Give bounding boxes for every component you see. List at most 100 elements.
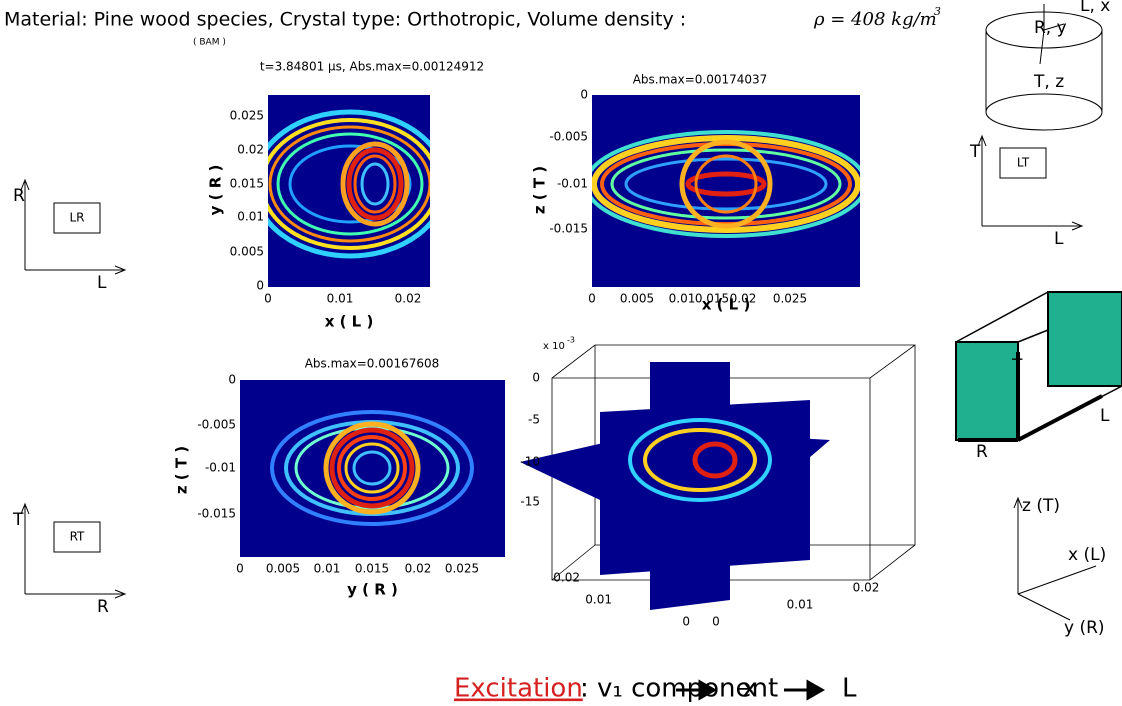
x-tick-label: 0.02 (395, 292, 422, 306)
y-tick-label: -0.015 (197, 507, 236, 521)
y-tick-label: -0.01 (205, 461, 236, 475)
wave-front (268, 125, 430, 243)
wave-front (270, 410, 474, 526)
x-tick-label: 0.015 (695, 292, 729, 306)
y-tick-label: 0.02 (553, 571, 580, 585)
wave-front (268, 109, 430, 259)
x-tick-label: 0.02 (730, 292, 757, 306)
wave-front (337, 435, 407, 501)
x-tick-label: 0.02 (853, 581, 880, 595)
header-source: ( BAM ) (193, 38, 226, 48)
y-tick-label: -0.01 (557, 177, 588, 191)
block-arrows (958, 352, 1103, 442)
x-tick-label: 0.005 (620, 292, 654, 306)
z-tick-label: -5 (528, 413, 540, 427)
panel-title: Abs.max=0.00174037 (633, 73, 768, 87)
wave-front (694, 154, 758, 214)
axis-vertical: T (969, 142, 981, 162)
plot-3d: x 10-3 0 -5 -10 -15 0.02 0.01 0 0 0.01 0.02 (520, 336, 916, 629)
label-box (999, 147, 1047, 179)
wave-field (592, 130, 860, 238)
wave-front (360, 162, 390, 206)
z-tick-label: -10 (520, 455, 540, 469)
y-tick-label: 0 (580, 88, 588, 102)
wave-front (268, 118, 430, 250)
cylinder-label: T, z (1033, 72, 1064, 92)
wave-front (276, 132, 424, 236)
block-label: L (1100, 406, 1110, 426)
wave-front (352, 450, 392, 486)
footer-excitation: Excitation (454, 674, 583, 704)
block-face (955, 341, 1019, 441)
axis-label: x (L) (1068, 545, 1106, 565)
arrow (676, 679, 718, 701)
wave-front (329, 427, 415, 509)
x-tick-label: 0.025 (773, 292, 807, 306)
x-axis-label: y ( R ) (347, 581, 398, 599)
axis-horizontal: R (97, 597, 109, 617)
wave-front (592, 130, 860, 238)
wave-field (270, 410, 474, 526)
wave-front (346, 147, 404, 221)
axis-label: z (T) (1022, 496, 1060, 516)
axis-horizontal: L (1054, 229, 1064, 249)
scale-label: x 10 (543, 341, 565, 352)
arrow (784, 679, 826, 701)
header-density-exp: 3 (934, 5, 941, 18)
footer-l: L (842, 674, 857, 704)
cylinder-arrow (1039, 4, 1065, 65)
y-tick-label: 0 (682, 615, 690, 629)
axis-vertical: R (13, 186, 25, 206)
y-tick-label: -0.015 (549, 222, 588, 236)
axes-3d (1013, 496, 1097, 621)
z-tick-label: 0 (532, 371, 540, 385)
axis-label: y (R) (1064, 618, 1105, 638)
panel-title: Abs.max=0.00167608 (305, 357, 440, 371)
cylinder-label: L, x (1080, 0, 1110, 16)
axis-vertical: T (12, 510, 24, 530)
wave-front (353, 154, 397, 214)
box-label: RT (70, 530, 85, 544)
axis-arrows (20, 178, 127, 275)
cylinder-label: R, y (1034, 18, 1067, 38)
y-tick-label: 0 (228, 373, 236, 387)
header-density: ρ = 408 kg/m (813, 9, 937, 30)
header-material: Material: Pine wood species, Crystal typ… (4, 9, 686, 31)
wave-field (268, 109, 430, 259)
block-label: T (1011, 356, 1023, 376)
axis-horizontal: L (97, 273, 107, 293)
y-tick-label: -0.005 (549, 130, 588, 144)
axis-arrows (20, 502, 127, 599)
y-axis-label: z ( T ) (531, 166, 549, 214)
scale-exponent: -3 (567, 336, 575, 345)
x-tick-label: 0.015 (355, 562, 389, 576)
wave-front (592, 135, 860, 233)
panel-title: t=3.84801 μs, Abs.max=0.00124912 (260, 60, 484, 74)
x-tick-label: 0.005 (266, 562, 300, 576)
x-tick-label: 0.025 (445, 562, 479, 576)
axis-arrows (977, 134, 1084, 231)
y-tick-label: 0.015 (230, 177, 264, 191)
wave-front (344, 442, 400, 494)
box-frame (551, 344, 916, 581)
wave-front (628, 418, 772, 502)
wave-front (610, 148, 842, 220)
y-tick-label: 0.01 (585, 593, 612, 607)
y-axis-label: z ( T ) (173, 446, 191, 494)
cylinder (985, 11, 1103, 131)
wave-front (288, 144, 412, 224)
heatmap-background (240, 380, 505, 557)
wave-front (692, 441, 738, 479)
label-box (53, 202, 101, 234)
wave-front (685, 171, 767, 197)
y-tick-label: 0 (256, 279, 264, 293)
x-axis-label: x ( L ) (325, 313, 374, 331)
x-tick-label: 0.01 (327, 292, 354, 306)
box-label: LR (69, 211, 84, 225)
block-label: R (976, 442, 988, 462)
x-tick-label: 0 (264, 292, 272, 306)
footer-x: x (742, 674, 757, 704)
x-tick-label: 0.01 (669, 292, 696, 306)
wave-front (643, 428, 757, 492)
